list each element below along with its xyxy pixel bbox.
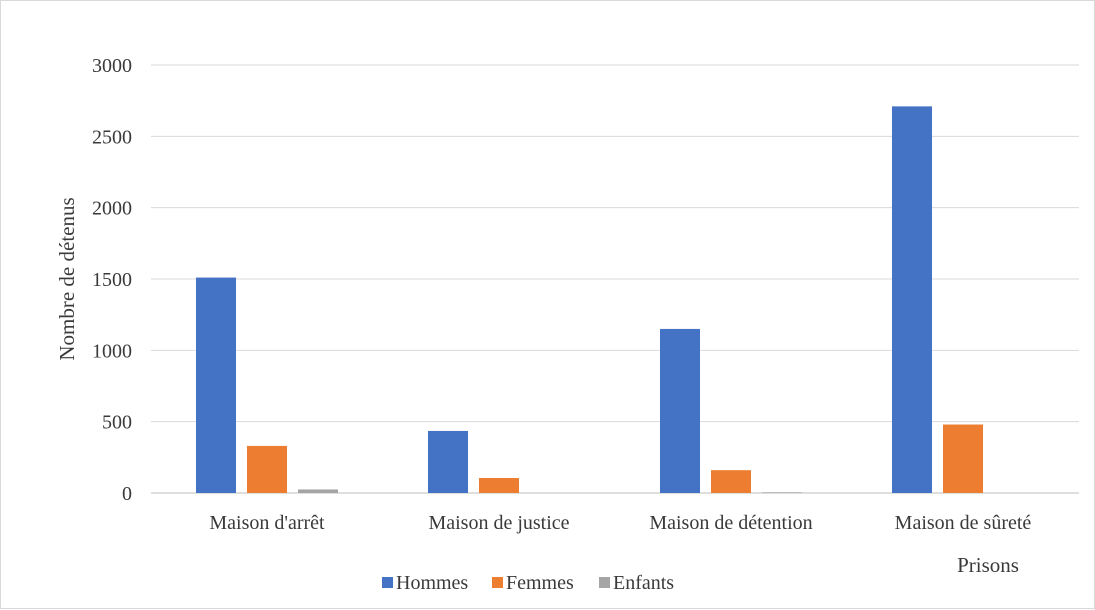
x-tick-label: Maison de justice	[428, 512, 569, 534]
gridlines	[151, 64, 1079, 494]
bar-femmes-2	[479, 478, 519, 493]
legend-swatch-femmes	[492, 577, 503, 588]
bar-femmes-4	[943, 424, 983, 493]
bar-hommes-3	[660, 328, 700, 493]
legend-swatch-hommes	[382, 577, 393, 588]
bar-femmes-1	[247, 445, 287, 493]
y-tick-label: 2500	[92, 126, 132, 148]
x-tick-label: Maison de détention	[649, 512, 812, 534]
y-tick-label: 1000	[92, 340, 132, 362]
x-tick-labels: Maison d'arrêt Maison de justice Maison de…	[209, 512, 1031, 534]
x-tick-label: Maison d'arrêt	[209, 512, 325, 534]
bar-hommes-1	[196, 277, 236, 493]
legend-swatch-enfants	[599, 577, 610, 588]
bar-hommes-4	[892, 106, 932, 493]
legend-label-femmes: Femmes	[506, 572, 574, 594]
bars	[196, 106, 983, 493]
y-tick-label: 3000	[92, 55, 132, 77]
bar-enfants-3	[762, 492, 802, 493]
y-tick-label: 500	[102, 412, 132, 434]
legend: Hommes Femmes Enfants	[382, 572, 674, 594]
y-axis-title: Nombre de détenus	[55, 197, 79, 360]
bar-enfants-1	[298, 489, 338, 493]
y-tick-label: 0	[122, 483, 132, 505]
y-tick-label: 2000	[92, 198, 132, 220]
x-tick-label: Maison de sûreté	[895, 512, 1032, 534]
bar-femmes-3	[711, 470, 751, 493]
y-tick-labels: 0 500 1000 1500 2000 2500 3000	[92, 55, 132, 505]
x-axis-title: Prisons	[957, 553, 1019, 577]
y-tick-label: 1500	[92, 269, 132, 291]
legend-label-hommes: Hommes	[396, 572, 468, 594]
bar-hommes-2	[428, 430, 468, 493]
legend-label-enfants: Enfants	[613, 572, 674, 594]
